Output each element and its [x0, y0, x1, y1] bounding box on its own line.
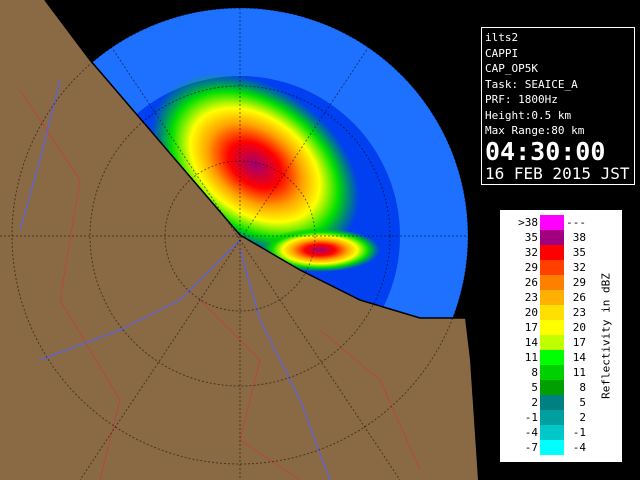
legend-high: 38: [572, 231, 586, 244]
legend-high: 5: [579, 396, 586, 409]
echo: [260, 228, 380, 272]
info-line: CAPPI: [485, 46, 519, 60]
legend-swatch: [540, 335, 564, 350]
legend-high: 20: [572, 321, 586, 334]
legend-high: ---: [566, 216, 586, 229]
info-line: Max Range:80 km: [485, 124, 585, 137]
legend-swatch: [540, 380, 564, 395]
legend-low: -1: [524, 411, 538, 424]
legend-high: 35: [572, 246, 586, 259]
legend-high: 26: [572, 291, 586, 304]
legend-low: 17: [524, 321, 538, 334]
legend-low: -7: [524, 441, 538, 454]
legend-low: -4: [524, 426, 538, 439]
info-panel: ilts2 CAPPI CAP_OP5K Task: SEAICE_A PRF:…: [481, 27, 635, 185]
legend-low: 14: [524, 336, 538, 349]
time: 04:30:00: [485, 136, 606, 166]
legend-low: 35: [524, 231, 538, 244]
legend-swatch: [540, 305, 564, 320]
info-line: Height:0.5 km: [485, 108, 572, 122]
legend-swatch: [540, 215, 564, 230]
color-legend: Reflectivity in dBZ >38 --- 35 38 32 35 29 32 26…: [500, 210, 622, 462]
legend-swatch: [540, 350, 564, 365]
info-line: CAP_OP5K: [485, 62, 538, 75]
terrain: [0, 0, 478, 480]
info-line: Task: SEAICE_A: [485, 77, 578, 91]
legend-low: >38: [518, 216, 538, 229]
legend-swatch: [540, 440, 564, 455]
legend-low: 26: [524, 276, 538, 289]
legend-swatch: [540, 275, 564, 290]
legend-high: 8: [579, 381, 586, 394]
legend-low: 32: [524, 246, 538, 259]
legend-high: 14: [572, 351, 586, 364]
legend-high: 32: [572, 261, 586, 274]
legend-swatch: [540, 245, 564, 260]
legend-swatch: [540, 320, 564, 335]
info-line: ilts2: [485, 31, 519, 44]
legend-low: 29: [524, 261, 538, 274]
legend-low: 5: [531, 381, 538, 394]
legend-high: 23: [572, 306, 586, 319]
legend-swatch: [540, 260, 564, 275]
legend-high: 2: [579, 411, 586, 424]
info-line: PRF: 1800Hz: [485, 93, 558, 106]
legend-swatch: [540, 230, 564, 245]
legend-unit: Reflectivity in dBZ: [599, 273, 613, 399]
legend-swatch: [540, 290, 564, 305]
legend-swatch: [540, 365, 564, 380]
legend-low: 23: [524, 291, 538, 304]
legend-high: -1: [572, 426, 586, 439]
legend-low: 11: [524, 351, 538, 364]
legend-high: 11: [572, 366, 586, 379]
radar-map: [0, 0, 478, 480]
legend-high: 29: [572, 276, 586, 289]
legend-low: 8: [531, 366, 538, 379]
legend-swatch: [540, 425, 564, 440]
coastline: [44, 0, 465, 319]
legend-low: 20: [524, 306, 538, 319]
date: 16 FEB 2015 JST: [485, 163, 630, 183]
legend-low: 2: [531, 396, 538, 409]
legend-high: 17: [572, 336, 586, 349]
legend-swatch: [540, 395, 564, 410]
legend-high: -4: [572, 441, 586, 454]
legend-swatch: [540, 410, 564, 425]
